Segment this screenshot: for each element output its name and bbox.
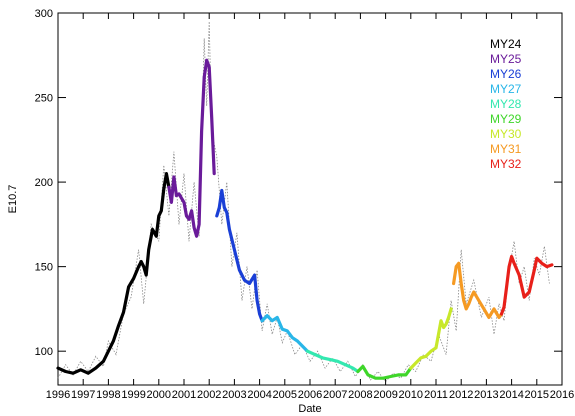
series-line-my27 [260, 314, 310, 353]
raw-daily-line [57, 21, 550, 383]
x-tick-label: 2013 [474, 389, 498, 401]
legend-label-my25: MY25 [490, 52, 522, 66]
x-tick-label: 1998 [96, 389, 120, 401]
x-tick-label: 1996 [46, 389, 70, 401]
x-tick-label: 2012 [449, 389, 473, 401]
x-tick-label: 2006 [298, 389, 322, 401]
plot-frame [57, 12, 563, 386]
legend-label-my27: MY27 [490, 82, 522, 96]
y-tick-label: 300 [35, 8, 53, 20]
series-line-my25 [167, 58, 216, 238]
y-tick-label: 100 [35, 346, 53, 358]
x-tick-label: 2009 [373, 389, 397, 401]
y-tick-label: 200 [35, 177, 53, 189]
legend-label-my26: MY26 [490, 67, 522, 81]
x-axis: 1996 1997 1998 1999 2000 2001 2002 2003 2004 2005… [46, 13, 574, 401]
x-tick-label: 2005 [273, 389, 297, 401]
x-tick-label: 2001 [172, 389, 196, 401]
x-tick-label: 2000 [147, 389, 171, 401]
series-line-my26 [215, 188, 264, 323]
x-tick-label: 1997 [71, 389, 95, 401]
x-tick-label: 2008 [348, 389, 372, 401]
x-tick-label: 1999 [121, 389, 145, 401]
series-line-my32 [499, 254, 554, 316]
legend-label-my30: MY30 [490, 127, 522, 141]
series-line-my24 [56, 172, 171, 375]
series-line-my30 [409, 307, 453, 370]
x-tick-label: 2004 [247, 389, 271, 401]
x-tick-label: 2015 [525, 389, 549, 401]
series-layer [56, 58, 554, 380]
series-line-my31 [452, 261, 504, 319]
raw-data-layer [57, 21, 550, 383]
x-tick-label: 2011 [424, 389, 448, 401]
y-axis: 100 150 200 250 300 [35, 8, 562, 358]
y-tick-label: 250 [35, 93, 53, 105]
y-tick-label: 150 [35, 262, 53, 274]
legend-label-my29: MY29 [490, 112, 522, 126]
x-tick-label: 2016 [550, 389, 574, 401]
legend-label-my31: MY31 [490, 142, 522, 156]
x-tick-label: 2007 [323, 389, 347, 401]
legend-label-my28: MY28 [490, 97, 522, 111]
x-tick-label: 2002 [197, 389, 221, 401]
legend-label-my32: MY32 [490, 157, 522, 171]
series-line-my28 [305, 349, 360, 374]
legend-label-my24: MY24 [490, 37, 522, 51]
x-tick-label: 2003 [222, 389, 246, 401]
y-axis-label: E10.7 [7, 185, 19, 214]
x-tick-label: 2010 [399, 389, 423, 401]
x-tick-label: 2014 [499, 389, 523, 401]
x-axis-label: Date [298, 403, 321, 415]
series-line-my29 [356, 364, 413, 380]
